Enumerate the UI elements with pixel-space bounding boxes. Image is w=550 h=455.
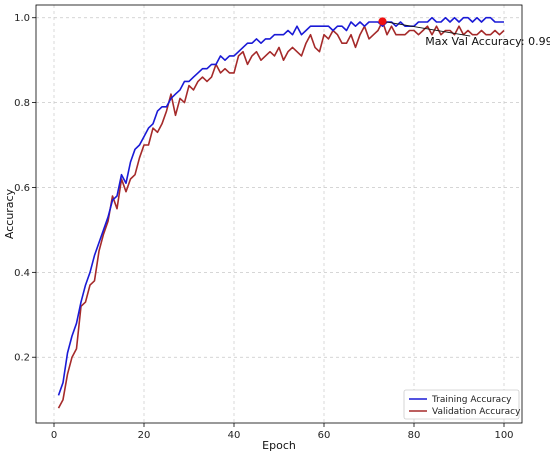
annotation-arrow <box>382 20 471 37</box>
y-tick-label: 0.4 <box>14 268 30 279</box>
y-axis-title: Accuracy <box>3 188 16 239</box>
y-tick-label: 1.0 <box>14 13 30 24</box>
x-tick-label: 20 <box>138 430 151 441</box>
y-tick-label: 0.2 <box>14 353 30 364</box>
legend-label-validation: Validation Accuracy <box>432 407 521 417</box>
x-axis-title: Epoch <box>262 439 296 452</box>
x-axis-ticks: 0 20 40 60 80 100 <box>51 423 514 441</box>
x-tick-label: 40 <box>228 430 241 441</box>
y-tick-label: 0.6 <box>14 183 30 194</box>
legend-box <box>403 389 520 420</box>
max-val-marker <box>378 17 387 26</box>
x-tick-label: 100 <box>494 430 513 441</box>
legend-label-training: Training Accuracy <box>431 395 512 405</box>
plot-frame <box>35 4 523 424</box>
series-line-validation <box>57 20 505 409</box>
legend: Training Accuracy Validation Accuracy <box>403 389 521 420</box>
x-tick-label: 80 <box>408 430 421 441</box>
x-tick-label: 0 <box>51 430 57 441</box>
series-line-training <box>57 16 504 396</box>
series-group <box>57 16 505 409</box>
x-tick-label: 60 <box>318 430 331 441</box>
annotation-group: Max Val Accuracy: 0.9915 <box>378 17 550 48</box>
y-axis-ticks: 0.2 0.4 0.6 0.8 1.0 <box>14 13 36 364</box>
annotation-label: Max Val Accuracy: 0.9915 <box>425 35 550 48</box>
grid <box>36 5 522 423</box>
y-tick-label: 0.8 <box>14 98 30 109</box>
